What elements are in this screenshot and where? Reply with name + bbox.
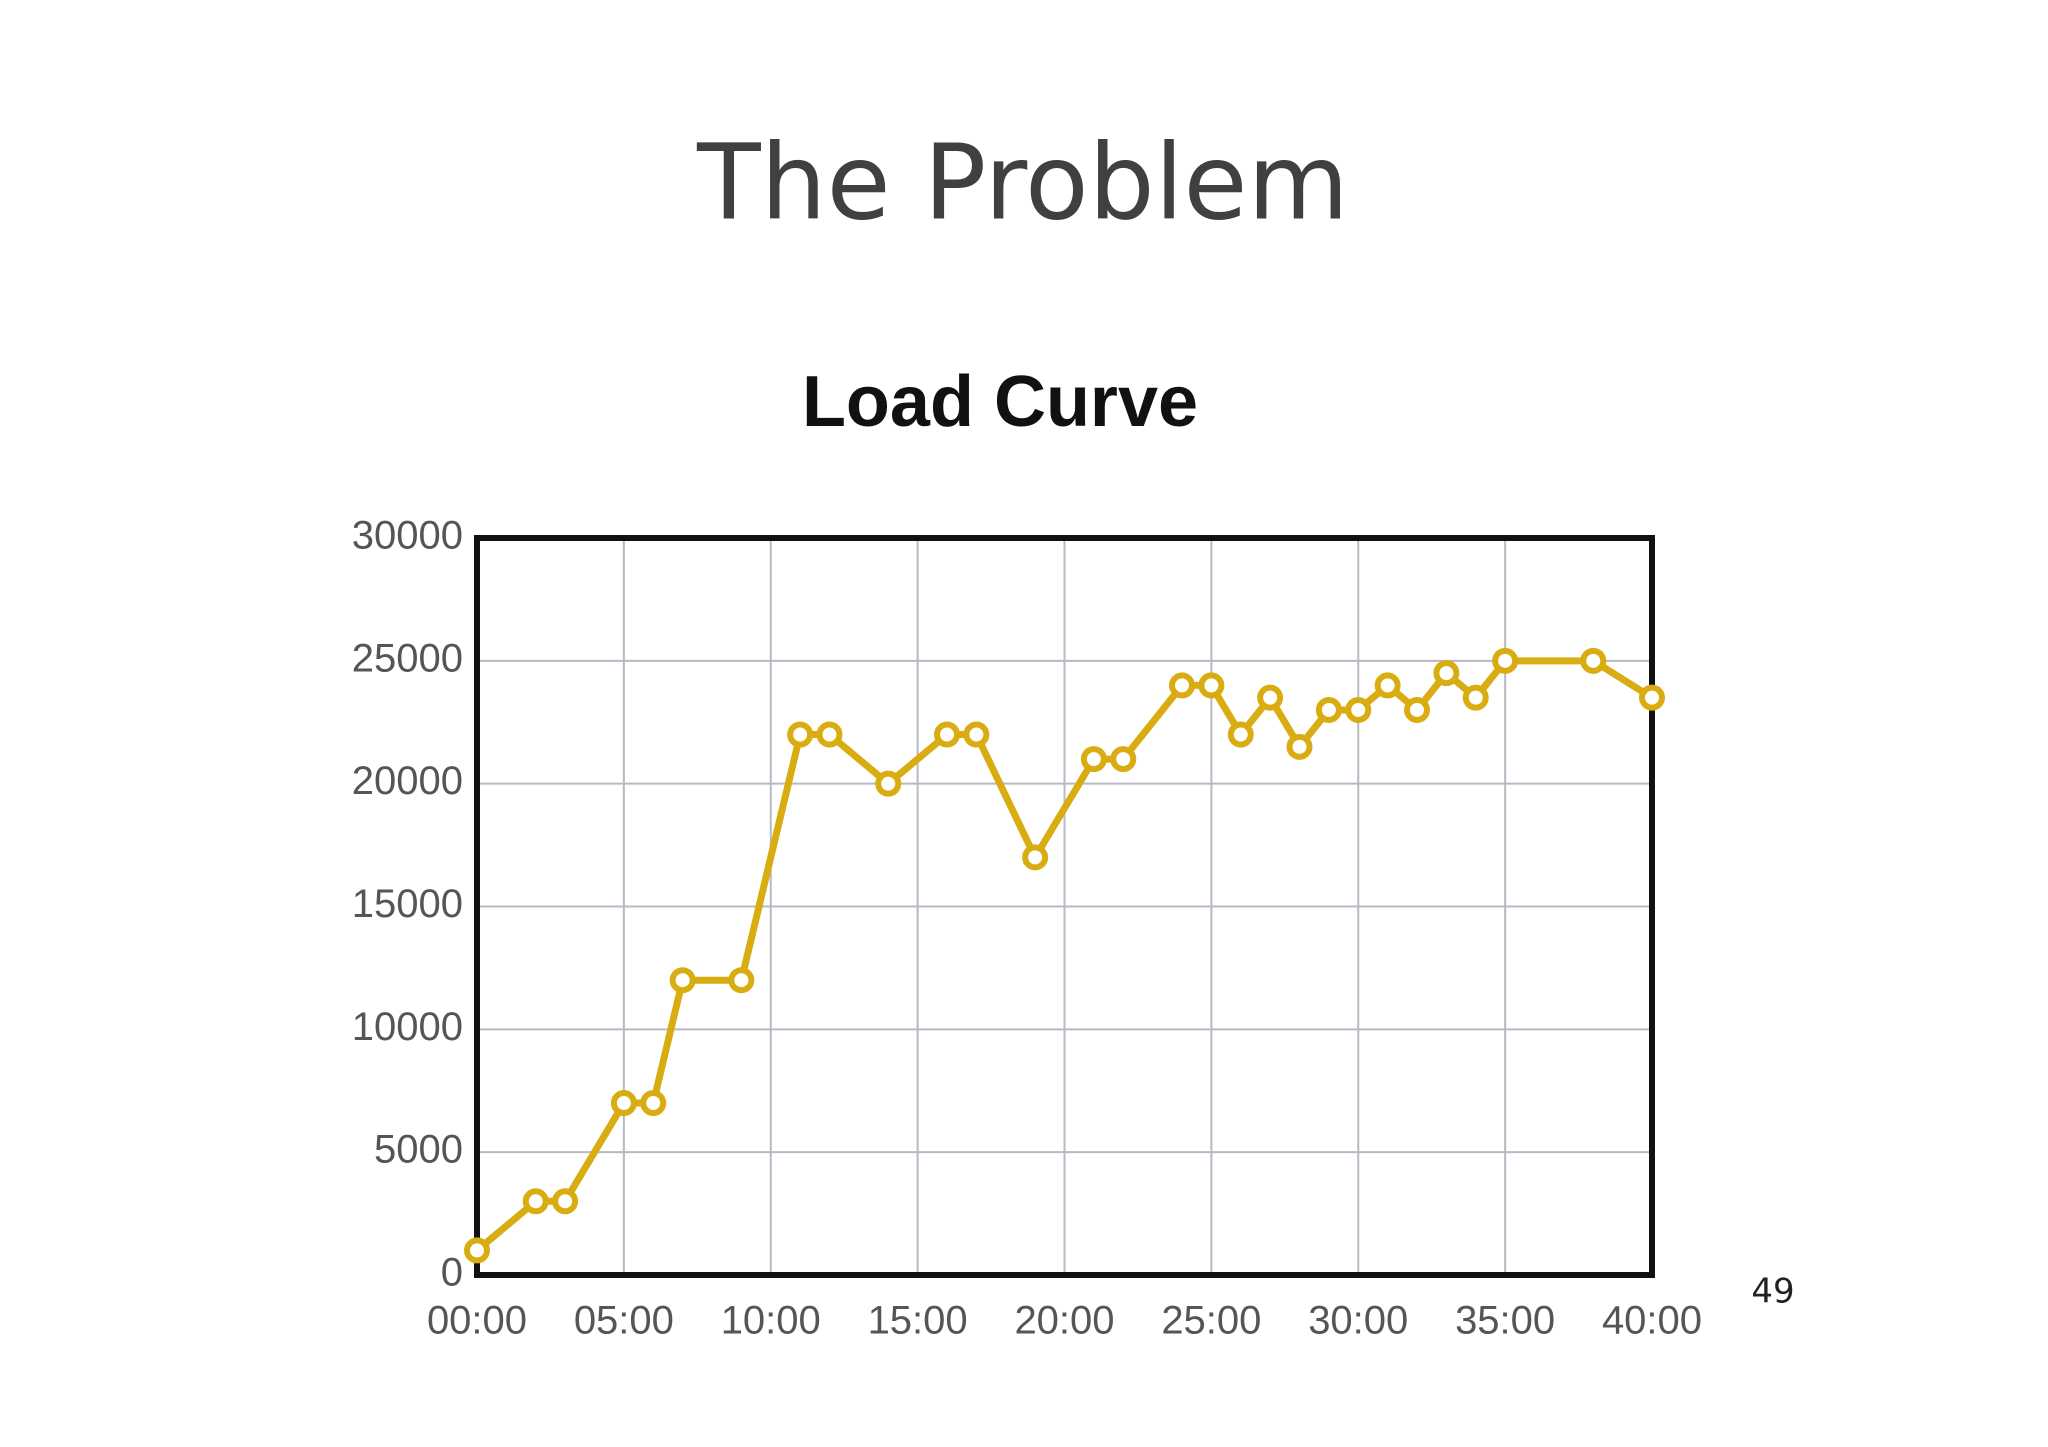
y-tick-label: 25000 <box>352 636 463 680</box>
data-point <box>1580 647 1607 674</box>
data-point <box>1110 746 1137 773</box>
chart-title: Load Curve <box>802 362 1198 442</box>
data-point <box>875 770 902 797</box>
data-point <box>1022 844 1049 871</box>
data-point <box>1286 733 1313 760</box>
y-tick-label: 10000 <box>352 1005 463 1049</box>
data-point <box>1198 672 1225 699</box>
data-point <box>1374 672 1401 699</box>
data-point <box>1404 696 1430 723</box>
y-tick-label: 5000 <box>374 1128 463 1172</box>
data-point <box>1257 684 1284 711</box>
data-point <box>816 721 843 748</box>
x-tick-label: 35:00 <box>1455 1299 1555 1343</box>
y-tick-label: 0 <box>441 1251 463 1295</box>
x-tick-label: 20:00 <box>1014 1299 1114 1343</box>
data-point <box>522 1188 549 1215</box>
x-tick-label: 25:00 <box>1161 1299 1261 1343</box>
data-point <box>1639 684 1665 711</box>
data-point <box>1169 672 1195 699</box>
data-point <box>787 721 814 748</box>
data-point <box>963 721 990 748</box>
x-tick-label: 15:00 <box>868 1299 968 1343</box>
data-point <box>1345 696 1372 723</box>
slide-title: The Problem <box>696 121 1349 243</box>
x-tick-label: 10:00 <box>721 1299 821 1343</box>
data-point <box>1433 660 1460 687</box>
data-point <box>1227 721 1254 748</box>
y-tick-label: 20000 <box>352 759 463 803</box>
x-tick-label: 30:00 <box>1308 1299 1408 1343</box>
plot-frame <box>474 535 1655 1278</box>
data-point <box>1080 746 1107 773</box>
data-point <box>934 721 960 748</box>
y-tick-label: 30000 <box>352 514 463 558</box>
data-point <box>640 1090 667 1117</box>
data-point <box>669 967 696 994</box>
data-point <box>552 1188 579 1215</box>
data-point <box>1462 684 1489 711</box>
data-point <box>728 967 755 994</box>
page-number: 49 <box>1751 1272 1794 1312</box>
data-point <box>1315 696 1342 723</box>
data-point <box>610 1090 637 1117</box>
y-tick-label: 15000 <box>352 882 463 926</box>
x-tick-label: 00:00 <box>427 1299 527 1343</box>
data-point <box>464 1237 490 1264</box>
data-point <box>1492 647 1519 674</box>
x-tick-label: 05:00 <box>574 1299 674 1343</box>
x-tick-label: 40:00 <box>1602 1299 1702 1343</box>
